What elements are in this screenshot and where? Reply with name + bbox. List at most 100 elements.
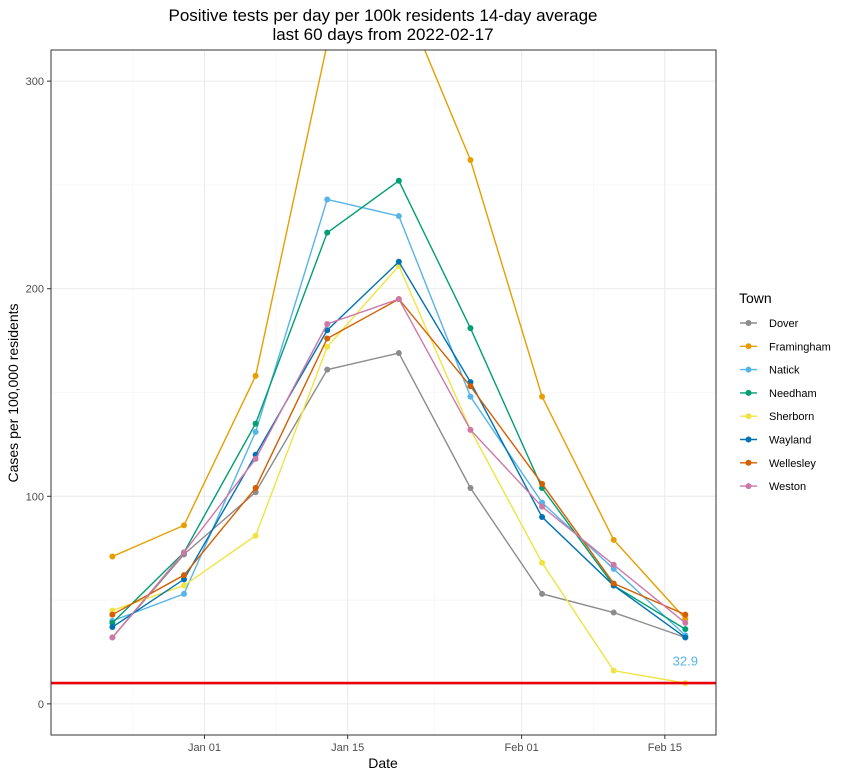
chart-subtitle: last 60 days from 2022-02-17 (272, 25, 493, 44)
data-point-wayland (109, 624, 116, 631)
data-point-weston (539, 503, 546, 510)
legend-item-wayland: Wayland (740, 435, 811, 447)
data-point-needham (682, 626, 689, 633)
y-tick-label: 200 (26, 284, 44, 296)
data-point-wellesley (324, 335, 331, 342)
data-point-weston (181, 549, 187, 556)
x-tick-label: Jan 15 (331, 742, 364, 754)
series-wayland (109, 258, 689, 641)
legend-item-sherborn: Sherborn (740, 411, 814, 423)
data-point-dover (539, 590, 546, 597)
legend-key-point (745, 389, 752, 396)
data-point-framingham (682, 615, 689, 622)
legend-item-weston: Weston (740, 481, 806, 493)
data-point-wayland (324, 327, 331, 334)
grid (51, 50, 716, 735)
annotation-layer: 32.9 (673, 653, 698, 668)
legend-key-point (745, 483, 752, 490)
data-point-sherborn (324, 343, 331, 350)
legend-title: Town (739, 290, 772, 306)
data-point-framingham (610, 536, 617, 543)
data-point-framingham (181, 522, 187, 529)
data-point-wayland (539, 514, 546, 521)
data-point-weston (682, 619, 689, 626)
data-point-wellesley (610, 580, 617, 587)
x-tick-label: Feb 15 (648, 742, 682, 754)
legend-item-wellesley: Wellesley (740, 458, 816, 470)
data-point-natick (181, 590, 187, 597)
data-point-needham (252, 420, 259, 427)
data-point-wayland (682, 634, 689, 641)
legend-item-dover: Dover (740, 318, 799, 330)
series-natick (109, 196, 689, 639)
data-point-sherborn (252, 532, 259, 539)
series-dover (109, 350, 689, 641)
legend-key-point (745, 343, 752, 350)
legend-item-natick: Natick (740, 365, 800, 377)
legend-label: Wayland (769, 435, 811, 447)
data-point-framingham (539, 393, 546, 400)
data-point-needham (395, 177, 402, 184)
x-tick-label: Jan 01 (188, 742, 221, 754)
plot-panel-border (50, 49, 717, 736)
series-line-sherborn (112, 264, 686, 684)
data-point-sherborn (539, 559, 546, 566)
legend-label: Dover (769, 318, 799, 330)
data-point-dover (324, 366, 331, 373)
series-line-framingham (112, 50, 686, 620)
data-point-natick (324, 196, 331, 203)
data-point-natick (610, 565, 617, 572)
series-needham (109, 177, 689, 633)
legend-item-framingham: Framingham (740, 341, 831, 353)
chart-title: Positive tests per day per 100k resident… (168, 6, 597, 25)
data-point-dover (395, 350, 402, 357)
legend-key-point (745, 413, 752, 420)
data-point-wellesley (181, 572, 187, 579)
y-axis-ticks: 0 100 200 300 (26, 76, 51, 711)
data-point-weston (467, 426, 474, 433)
legend-label: Wellesley (769, 458, 816, 470)
legend-label: Framingham (769, 341, 831, 353)
data-point-framingham (252, 372, 259, 379)
data-point-natick (539, 499, 546, 506)
y-tick-label: 300 (26, 76, 44, 88)
series-sherborn (109, 262, 689, 687)
y-tick-label: 100 (26, 491, 44, 503)
data-point-dover (610, 609, 617, 616)
y-axis-title: Cases per 100,000 residents (5, 304, 21, 483)
legend-label: Sherborn (769, 411, 814, 423)
data-point-natick (395, 213, 402, 220)
data-point-dover (467, 484, 474, 491)
y-tick-label: 0 (38, 699, 44, 711)
data-point-needham (109, 619, 116, 626)
data-point-weston (395, 296, 402, 303)
data-point-framingham (467, 157, 474, 164)
legend-key-point (745, 436, 752, 443)
data-point-sherborn (109, 607, 116, 614)
data-point-wellesley (109, 611, 116, 618)
series-lines (109, 50, 689, 687)
data-point-weston (252, 455, 259, 462)
data-point-weston (324, 321, 331, 327)
x-tick-label: Feb 01 (504, 742, 538, 754)
data-point-sherborn (610, 667, 617, 674)
data-point-natick (252, 428, 259, 435)
legend-label: Needham (769, 388, 817, 400)
series-weston (109, 296, 689, 641)
data-point-wayland (395, 258, 402, 265)
data-point-wellesley (252, 484, 259, 491)
legend-key-point (745, 366, 752, 373)
series-line-wayland (111, 260, 686, 639)
series-line-wellesley (112, 298, 686, 616)
legend-key-point (745, 320, 752, 326)
series-framingham (109, 50, 689, 622)
data-point-needham (467, 325, 474, 332)
x-axis-ticks: Jan 01 Jan 15 Feb 01 Feb 15 (188, 735, 682, 754)
legend-label: Natick (769, 365, 800, 377)
x-axis-title: Date (368, 755, 398, 771)
data-point-wellesley (467, 383, 474, 390)
legend-label: Weston (769, 481, 806, 493)
legend-key-point (745, 459, 752, 466)
legend-item-needham: Needham (740, 388, 817, 400)
data-point-natick (467, 393, 474, 400)
